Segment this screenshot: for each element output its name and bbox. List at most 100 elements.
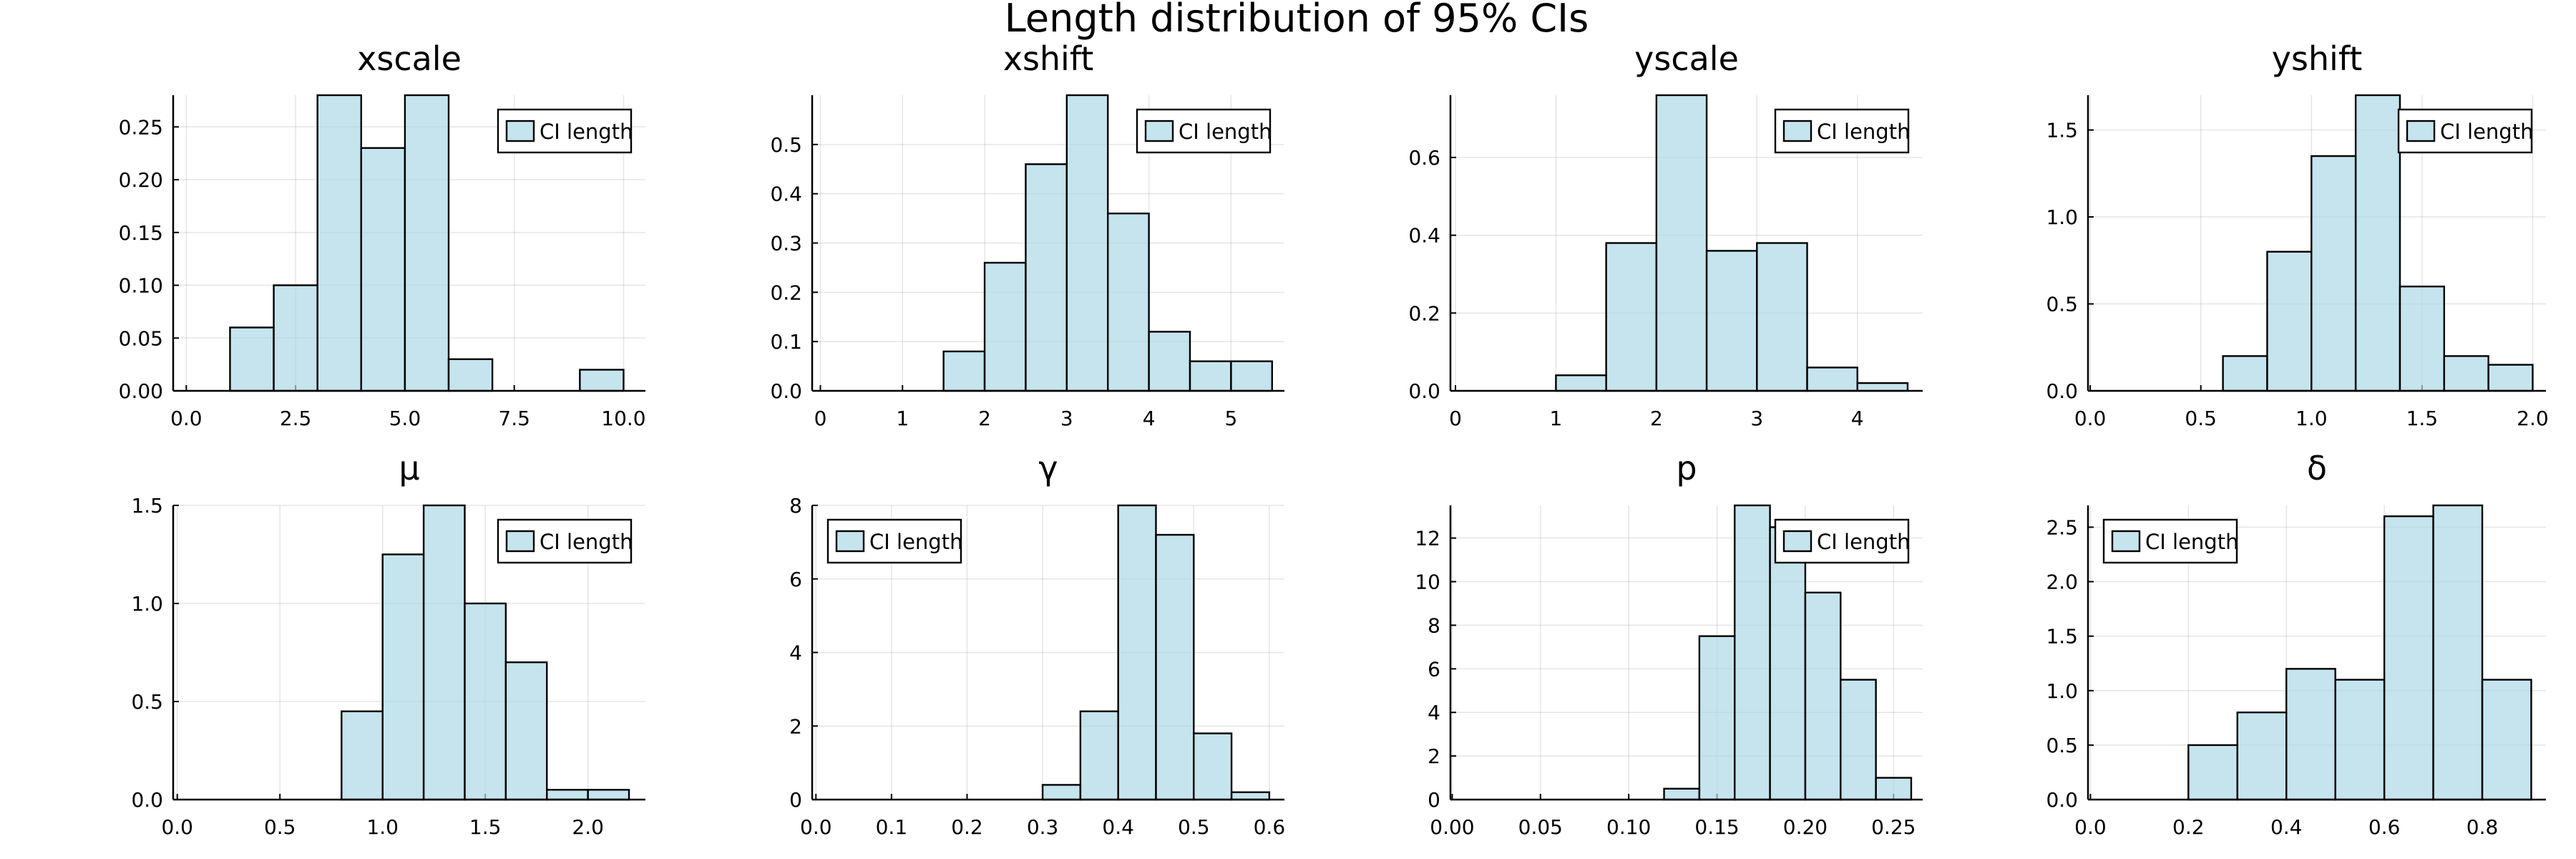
- histogram-bar: [2443, 355, 2489, 392]
- legend-label: CI length: [1817, 530, 1910, 554]
- y-tick-label: 0.6: [1408, 146, 1440, 170]
- legend-swatch: [835, 530, 865, 553]
- histogram-bar: [579, 369, 625, 392]
- histogram-bar: [1806, 367, 1858, 392]
- panel-title: γ: [1038, 449, 1058, 487]
- histogram-bar: [1230, 360, 1273, 392]
- y-tick-label: 0: [789, 788, 802, 812]
- histogram-bar: [404, 94, 450, 392]
- panel-title: p: [1676, 449, 1697, 487]
- x-tick-label: 2: [978, 407, 991, 430]
- histogram-bar: [1655, 94, 1708, 392]
- histogram-bar: [587, 789, 630, 801]
- y-tick-label: 0.0: [770, 379, 802, 403]
- x-tick-label: 5.0: [389, 407, 421, 430]
- histogram-bar: [381, 553, 425, 801]
- histogram-bar: [2487, 364, 2534, 392]
- histogram-bar: [273, 284, 318, 392]
- histogram-bar: [1840, 679, 1877, 801]
- x-tick-label: 4: [1851, 407, 1864, 430]
- histogram-bar: [546, 789, 589, 801]
- legend-label: CI length: [540, 120, 633, 144]
- histogram-bar: [1705, 250, 1758, 392]
- legend-swatch: [1144, 120, 1174, 142]
- x-tick-label: 1.0: [366, 815, 399, 839]
- x-tick-label: 0.0: [161, 815, 193, 839]
- x-tick-label: 0.5: [1178, 815, 1210, 839]
- x-tick-label: 0.00: [1430, 815, 1474, 839]
- y-tick-label: 4: [1428, 701, 1440, 724]
- x-tick-label: 0.5: [2185, 407, 2217, 430]
- y-tick-label: 12: [1415, 527, 1440, 550]
- y-tick-label: 0.5: [2046, 293, 2078, 316]
- histogram-bar: [1107, 213, 1150, 392]
- histogram-bar: [2187, 744, 2238, 801]
- panel-panel: γ 0.0 0.1 0.2 0.3 0.4 0.5 0.6 0 2 4 6 8 CI length: [789, 449, 1285, 839]
- panel-title: yscale: [1634, 39, 1739, 78]
- legend: CI length: [2397, 108, 2533, 154]
- y-tick-label: 0.10: [119, 274, 163, 298]
- histogram-bar: [1698, 635, 1736, 801]
- y-tick-label: 0.2: [770, 281, 802, 304]
- histogram-bar: [1555, 374, 1607, 392]
- histogram-bar: [1155, 533, 1195, 801]
- histogram-bar: [2354, 94, 2401, 392]
- x-tick-label: 0.0: [2074, 815, 2107, 839]
- y-tick-label: 0.5: [2046, 734, 2078, 757]
- x-tick-label: 0.6: [1254, 815, 1286, 839]
- legend-label: CI length: [2145, 530, 2238, 554]
- y-tick-label: 0.0: [131, 788, 163, 812]
- x-tick-label: 3: [1060, 407, 1073, 430]
- y-tick-label: 0: [1428, 788, 1440, 812]
- legend-swatch: [2111, 530, 2141, 553]
- y-tick-label: 1.0: [2046, 679, 2078, 703]
- legend-label: CI length: [2440, 120, 2533, 144]
- histogram-bar: [1065, 94, 1109, 392]
- x-tick-label: 0.5: [264, 815, 296, 839]
- legend-label: CI length: [869, 530, 962, 554]
- histogram-bar: [2222, 355, 2268, 392]
- histogram-bar: [1025, 163, 1068, 392]
- x-tick-label: 1: [896, 407, 909, 430]
- y-tick-label: 6: [789, 568, 802, 591]
- x-tick-label: 3: [1750, 407, 1763, 430]
- x-tick-label: 0.25: [1871, 815, 1916, 839]
- y-tick-label: 0.3: [770, 232, 802, 256]
- y-tick-label: 0.5: [770, 133, 802, 157]
- y-tick-label: 0.25: [119, 115, 163, 139]
- histogram-bar: [2334, 679, 2386, 801]
- x-tick-label: 0.05: [1518, 815, 1563, 839]
- x-tick-label: 1: [1550, 407, 1563, 430]
- legend-swatch: [1782, 530, 1813, 553]
- x-tick-label: 2: [1650, 407, 1663, 430]
- panel-xshift: xshift 0 1 2 3 4 5 0.0 0.1 0.2 0.3 0.4 0.5 CI length: [770, 39, 1284, 430]
- y-tick-label: 1.0: [131, 592, 163, 616]
- panel-yscale: yscale 0 1 2 3 4 0.0 0.2 0.4 0.6 CI length: [1408, 39, 1923, 430]
- histogram-bar: [504, 661, 548, 801]
- x-tick-label: 0.2: [951, 815, 983, 839]
- panel-title: μ: [399, 449, 419, 487]
- y-tick-label: 4: [789, 641, 802, 665]
- x-tick-label: 0: [1449, 407, 1462, 430]
- histogram-bar: [316, 94, 362, 392]
- figure-title: Length distribution of 95% CIs: [1005, 0, 1589, 41]
- y-tick-label: 0.4: [1408, 224, 1440, 248]
- x-tick-label: 0.0: [170, 407, 203, 430]
- histogram-bar: [1041, 784, 1082, 801]
- panel-title: yshift: [2272, 39, 2363, 78]
- histogram-bar: [2432, 504, 2484, 801]
- y-tick-label: 6: [1428, 657, 1440, 681]
- histogram-bar: [447, 358, 494, 392]
- y-tick-label: 2: [1428, 744, 1440, 768]
- x-tick-label: 0.0: [2074, 407, 2107, 430]
- panel-yshift: yshift 0.0 0.5 1.0 1.5 2.0 0.0 0.5 1.0 1.5 CI leng…: [2046, 39, 2548, 430]
- panel-title: δ: [2307, 449, 2327, 487]
- y-tick-label: 2.5: [2046, 515, 2078, 539]
- x-tick-label: 1.5: [469, 815, 502, 839]
- y-tick-label: 8: [789, 494, 802, 518]
- x-tick-label: 2.5: [280, 407, 312, 430]
- x-tick-label: 0.20: [1783, 815, 1828, 839]
- x-tick-label: 0.6: [2368, 815, 2401, 839]
